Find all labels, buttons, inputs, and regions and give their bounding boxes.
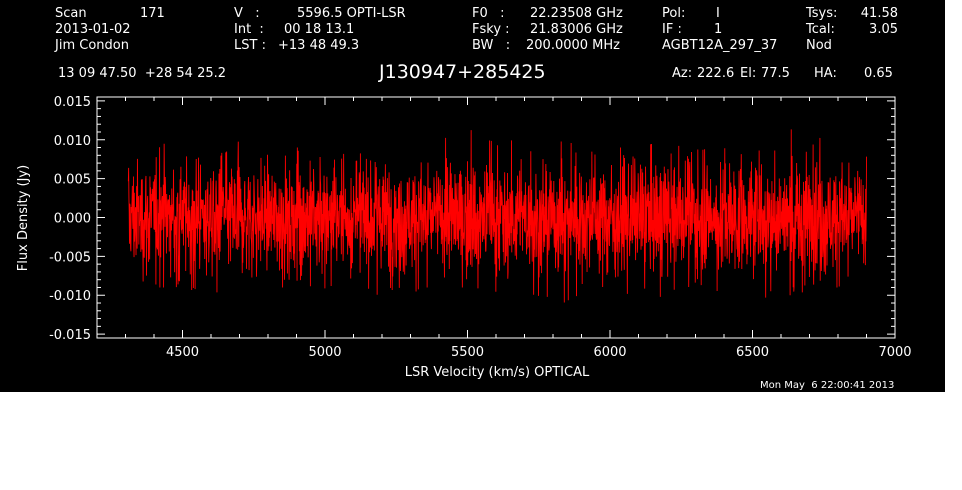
- scan-label: Scan: [55, 6, 87, 21]
- hour-angle-value: 0.65: [864, 66, 893, 81]
- observer-name: Jim Condon: [55, 38, 129, 53]
- plot-panel: Scan 171 2013-01-02 Jim Condon V : 5596.…: [0, 0, 945, 392]
- pol-label: Pol:: [662, 6, 686, 21]
- bandwidth-value: 200.0000 MHz: [526, 38, 620, 53]
- f0-label: F0 :: [472, 6, 505, 21]
- tcal-value: 3.05: [869, 22, 898, 37]
- lst-label: LST :: [234, 38, 266, 53]
- hour-angle-label: HA:: [814, 66, 837, 81]
- project-id: AGBT12A_297_37: [662, 38, 778, 53]
- plot-timestamp: Mon May 6 22:00:41 2013: [760, 380, 895, 391]
- spectrum-series-line: [127, 129, 867, 303]
- source-name: J130947+285425: [379, 61, 546, 83]
- tsys-value: 41.58: [860, 6, 898, 21]
- y-tick-label-6: 0.015: [54, 95, 91, 110]
- if-value: 1: [714, 22, 723, 37]
- x-axis: 4500 5000 5500 6000 6500 7000: [96, 97, 912, 360]
- fsky-value: 21.83006 GHz: [530, 22, 623, 37]
- tcal-label: Tcal:: [806, 22, 835, 37]
- y-tick-label-4: 0.005: [54, 173, 91, 188]
- scan-value: 171: [140, 6, 165, 21]
- observing-mode: Nod: [806, 38, 832, 53]
- f0-value: 22.23508 GHz: [530, 6, 623, 21]
- y-axis: -0.015 -0.010 -0.005 0.000 0.005 0.010 0.015: [49, 95, 895, 343]
- y-axis-label: Flux Density (Jy): [16, 165, 31, 271]
- x-tick-label-5: 7000: [878, 345, 911, 360]
- x-tick-label-1: 5000: [308, 345, 341, 360]
- x-tick-label-0: 4500: [166, 345, 199, 360]
- y-tick-label-2: -0.005: [49, 250, 91, 265]
- pol-value: I: [716, 6, 720, 21]
- velocity-label: V :: [234, 6, 260, 21]
- x-tick-label-2: 5500: [451, 345, 484, 360]
- source-coordinates: 13 09 47.50 +28 54 25.2: [58, 66, 227, 81]
- x-axis-label: LSR Velocity (km/s) OPTICAL: [405, 365, 590, 380]
- fsky-label: Fsky :: [472, 22, 510, 37]
- y-tick-label-5: 0.010: [54, 134, 91, 149]
- y-tick-label-3: 0.000: [54, 212, 91, 227]
- azimuth-value: 222.6: [697, 66, 735, 81]
- elevation-value: 77.5: [761, 66, 790, 81]
- integration-label: Int :: [234, 22, 264, 37]
- tsys-label: Tsys:: [806, 6, 838, 21]
- observation-date: 2013-01-02: [55, 22, 131, 37]
- azimuth-label: Az:: [672, 66, 693, 81]
- elevation-label: El:: [740, 66, 757, 81]
- if-label: IF :: [662, 22, 682, 37]
- bandwidth-label: BW :: [472, 38, 511, 53]
- series-layer: [127, 129, 867, 303]
- spectrum-chart: 4500 5000 5500 6000 6500 7000 -0.015-0.010-0.…: [16, 95, 912, 380]
- integration-value: 00 18 13.1: [284, 22, 355, 37]
- y-tick-label-1: -0.010: [49, 289, 91, 304]
- lst-value: +13 48 49.3: [278, 38, 360, 53]
- x-tick-label-3: 6000: [593, 345, 626, 360]
- x-tick-label-4: 6500: [736, 345, 769, 360]
- velocity-value: 5596.5 OPTI-LSR: [297, 6, 406, 21]
- y-tick-label-0: -0.015: [49, 328, 91, 343]
